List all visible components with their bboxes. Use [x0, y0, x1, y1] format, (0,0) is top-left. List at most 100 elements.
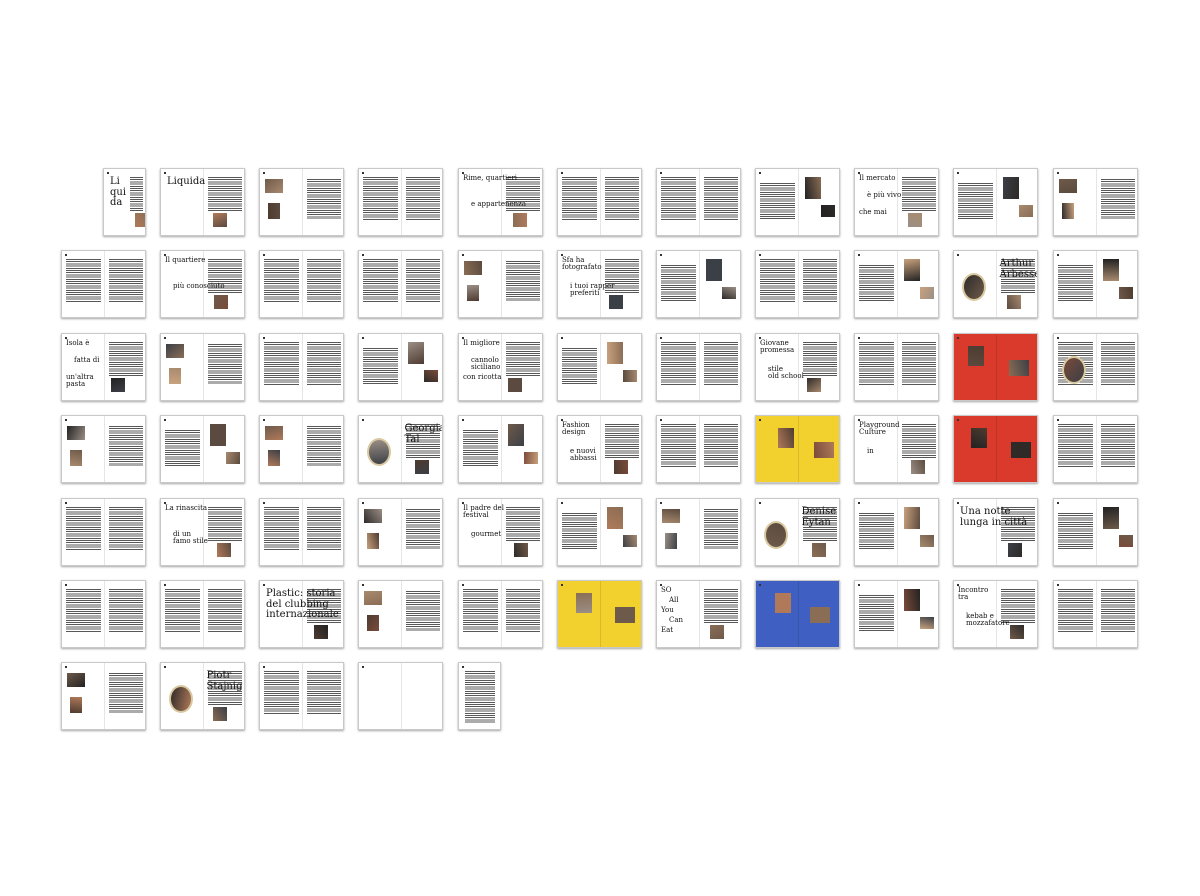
page-gutter [301, 416, 303, 482]
folio-mark [65, 666, 67, 668]
photo-thumbnail [614, 607, 635, 623]
photo-thumbnail [213, 707, 228, 721]
body-text-block [958, 183, 993, 219]
body-text-block [802, 259, 837, 303]
folio-mark [957, 419, 959, 421]
body-text-block [802, 342, 837, 376]
photo-thumbnail [775, 593, 792, 613]
photo-thumbnail [804, 177, 821, 199]
page-gutter [797, 169, 799, 235]
page-gutter [995, 334, 997, 400]
page-gutter [698, 581, 700, 647]
photo-thumbnail [1062, 203, 1074, 219]
body-text-block [1100, 179, 1135, 219]
photo-thumbnail [920, 287, 934, 299]
body-text-block [562, 177, 597, 221]
spread-headline: i tuoi rapper preferiti [570, 282, 615, 298]
photo-thumbnail [1002, 177, 1019, 199]
body-text-block [505, 507, 540, 541]
photo-thumbnail [920, 535, 934, 547]
photo-thumbnail [1008, 360, 1029, 376]
folio-mark [957, 172, 959, 174]
spread-headline: Georgia Tal [404, 423, 443, 445]
magazine-spread: Rime, quartieri e appartenenza [458, 168, 543, 236]
body-text-block [306, 342, 341, 386]
magazine-spread [1053, 333, 1138, 401]
folio-mark [164, 419, 166, 421]
page-gutter [400, 581, 402, 647]
spread-headline: un'altra pasta [66, 373, 94, 389]
body-text-block [859, 513, 894, 549]
body-text-block [562, 513, 597, 549]
spread-headline: con ricotta [463, 373, 502, 381]
photo-thumbnail [226, 452, 240, 464]
folio-mark [164, 666, 166, 668]
body-text-block [1100, 342, 1135, 386]
body-text-block [505, 342, 540, 376]
folio-mark [65, 337, 67, 339]
folio-mark [65, 254, 67, 256]
photo-thumbnail [606, 342, 623, 364]
spread-headline: Eat [661, 626, 674, 634]
photo-thumbnail [268, 450, 280, 466]
magazine-spread [358, 498, 443, 566]
page-gutter [995, 169, 997, 235]
folio-mark [759, 337, 761, 339]
spread-headline: Il quartiere [165, 256, 206, 264]
magazine-spread: Arthur Arbesser [953, 250, 1038, 318]
page-gutter [301, 334, 303, 400]
folio-mark [660, 337, 662, 339]
page-gutter [301, 581, 303, 647]
magazine-spread: Plastic: storia del clubbing internazion… [259, 580, 344, 648]
page-gutter [698, 251, 700, 317]
magazine-spread [854, 498, 939, 566]
magazine-spread [953, 415, 1038, 483]
spread-headline: Liquida [167, 176, 206, 187]
folio-mark [660, 419, 662, 421]
photo-thumbnail [575, 593, 592, 613]
body-text-block [66, 589, 101, 633]
photo-thumbnail [903, 589, 920, 611]
spread-headline: Fashion design [562, 421, 590, 437]
folio-mark [65, 502, 67, 504]
folio-mark [561, 254, 563, 256]
body-text-block [207, 177, 242, 211]
page-gutter [103, 581, 105, 647]
folio-mark [660, 502, 662, 504]
folio-mark [107, 172, 109, 174]
body-text-block [604, 424, 639, 458]
magazine-spread [458, 415, 543, 483]
folio-mark [164, 254, 166, 256]
body-text-block [306, 671, 341, 715]
body-text-block [859, 342, 894, 386]
page-gutter [500, 334, 502, 400]
page-gutter [599, 169, 601, 235]
photo-thumbnail [1009, 625, 1024, 639]
folio-mark [660, 254, 662, 256]
body-text-block [661, 342, 696, 386]
magazine-spread [358, 168, 443, 236]
photo-thumbnail [265, 426, 283, 440]
magazine-spread [854, 333, 939, 401]
photo-thumbnail [920, 617, 934, 629]
magazine-spread: Playground Culture in [854, 415, 939, 483]
folio-mark [65, 584, 67, 586]
photo-thumbnail [1102, 507, 1119, 529]
spread-headline: fatta di [74, 356, 100, 364]
folio-mark [561, 584, 563, 586]
body-text-block [703, 509, 738, 549]
folio-mark [1057, 337, 1059, 339]
folio-mark [759, 254, 761, 256]
folio-mark [462, 172, 464, 174]
folio-mark [164, 584, 166, 586]
magazine-spread [61, 250, 146, 318]
spread-headline: Li qui da [110, 176, 127, 208]
photo-thumbnail [1019, 205, 1033, 217]
photo-thumbnail [810, 607, 831, 623]
folio-mark [362, 502, 364, 504]
photo-thumbnail [67, 426, 85, 440]
magazine-spread [259, 498, 344, 566]
page-gutter [1095, 169, 1097, 235]
photo-thumbnail [414, 460, 429, 474]
body-text-block [901, 342, 936, 386]
